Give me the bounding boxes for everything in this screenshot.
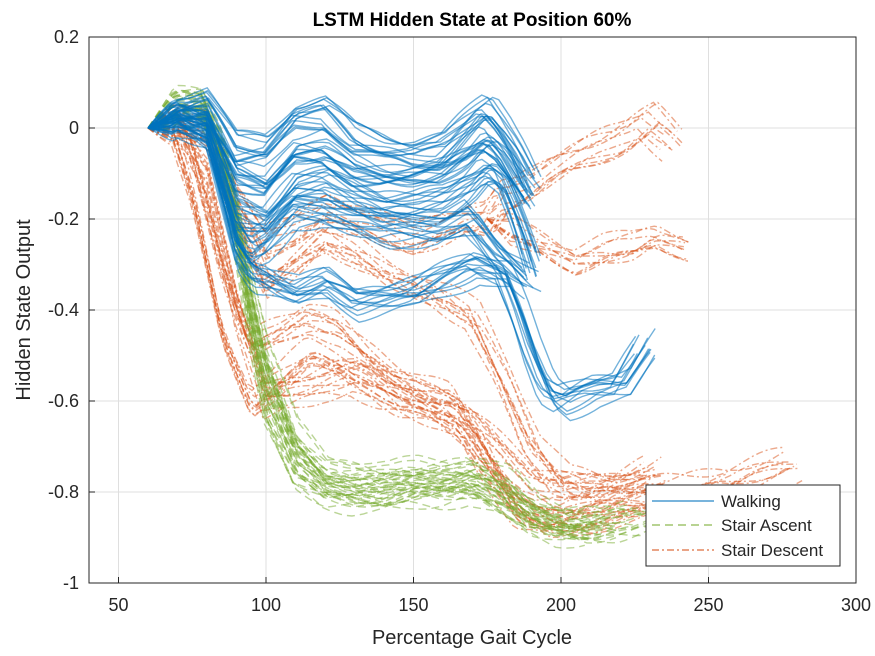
series-line [147,113,665,237]
series-line [147,127,737,534]
y-tick-label: -0.8 [48,482,79,502]
series-line [147,103,615,529]
axis-ticks: 50 100 150 200 250 300 -1 -0.8 -0.6 -0.4 -0.2 0 0.2 [48,27,871,615]
legend-label-stair-descent: Stair Descent [721,541,823,560]
y-axis-label: Hidden State Output [13,219,35,401]
series-line [147,117,539,273]
series-line [147,108,600,540]
x-tick-label: 300 [841,595,871,615]
legend: Walking Stair Ascent Stair Descent [645,484,841,567]
series-line [147,86,534,168]
series-line [147,112,620,531]
series-line [147,125,654,495]
x-tick-label: 150 [398,595,428,615]
x-tick-label: 200 [546,595,576,615]
series-line [147,95,523,175]
series-line [147,104,597,534]
x-tick-label: 100 [251,595,281,615]
y-tick-label: 0.2 [54,27,79,47]
series-line [148,127,742,530]
series-line [147,116,540,262]
series-line [147,88,643,523]
x-tick-label: 50 [108,595,128,615]
y-tick-label: -0.2 [48,209,79,229]
series-line [147,112,640,386]
series-line [147,127,651,511]
series-line [147,102,656,391]
series-line [147,102,626,526]
legend-label-stair-ascent: Stair Ascent [721,516,812,535]
series-line [147,111,542,257]
series-line [147,127,740,529]
chart-title: LSTM Hidden State at Position 60% [313,10,632,31]
series-line [486,218,691,258]
series-line [147,119,635,413]
series-line [147,127,663,254]
y-tick-label: -1 [63,573,79,593]
series-line [147,113,647,482]
series-line [147,121,650,397]
series-line [147,104,784,513]
series-line [147,127,639,403]
series-line [147,95,529,176]
series-line [147,108,586,540]
series-walking [147,86,656,422]
x-axis-label: Percentage Gait Cycle [372,627,572,649]
y-tick-label: -0.6 [48,391,79,411]
series-line [147,127,747,532]
series-line [147,89,536,172]
series-line [147,122,651,416]
series-line [147,126,654,502]
series-line [147,127,656,422]
x-tick-label: 250 [693,595,723,615]
series-line [147,119,736,524]
series-line [147,122,593,541]
legend-label-walking: Walking [721,492,781,511]
y-tick-label: -0.4 [48,300,79,320]
series-line [147,125,669,494]
y-tick-label: 0 [69,118,79,138]
